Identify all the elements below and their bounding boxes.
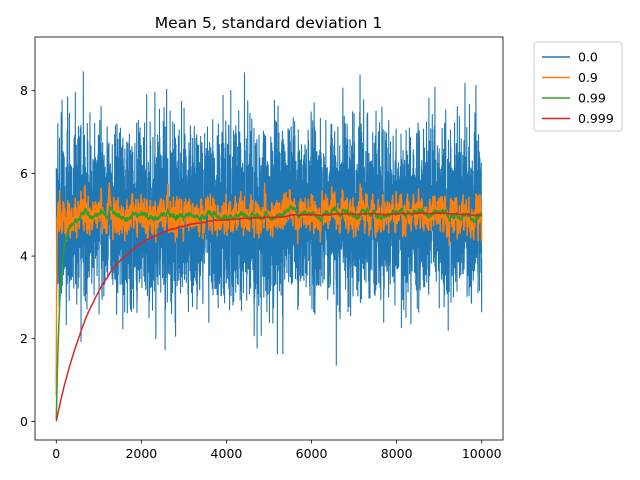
legend-box <box>533 41 623 132</box>
chart-title: Mean 5, standard deviation 1 <box>155 14 382 32</box>
y-tick-label: 6 <box>20 166 28 181</box>
y-tick-label: 0 <box>20 414 28 429</box>
series-group <box>55 71 483 422</box>
x-tick-label: 6000 <box>296 446 328 461</box>
x-tick-label: 8000 <box>381 446 413 461</box>
legend-label-0-999: 0.999 <box>578 111 614 126</box>
axes-frame <box>34 36 504 441</box>
x-tick-label: 2000 <box>125 446 157 461</box>
x-tick-label: 4000 <box>211 446 243 461</box>
series-line-0-999 <box>55 212 483 422</box>
axes: 0 2000 4000 6000 8000 10000 0 2 4 6 8 <box>20 36 504 461</box>
legend-label-0-9: 0.9 <box>578 70 598 85</box>
x-tick-label: 10000 <box>462 446 502 461</box>
y-tick-label: 4 <box>20 249 28 264</box>
plot-area <box>55 71 483 422</box>
legend-label-0-0: 0.0 <box>578 50 598 65</box>
legend: 0.0 0.9 0.99 0.999 <box>533 41 623 132</box>
x-tick-label: 0 <box>52 446 60 461</box>
y-tick-label: 8 <box>20 83 28 98</box>
legend-label-0-99: 0.99 <box>578 91 606 106</box>
y-tick-label: 2 <box>20 331 28 346</box>
